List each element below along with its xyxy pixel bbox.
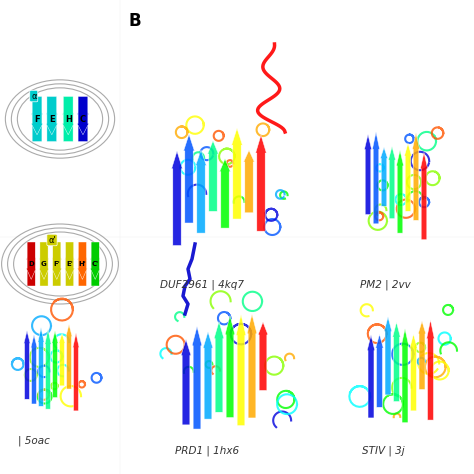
FancyArrow shape — [24, 331, 30, 399]
FancyArrow shape — [78, 242, 87, 279]
FancyArrow shape — [27, 248, 36, 286]
FancyArrow shape — [52, 331, 58, 398]
FancyArrow shape — [52, 248, 62, 286]
FancyArrow shape — [410, 334, 417, 411]
FancyArrow shape — [45, 329, 51, 409]
FancyArrow shape — [63, 103, 74, 142]
FancyArrow shape — [196, 150, 206, 233]
FancyArrow shape — [208, 141, 219, 211]
Text: D: D — [28, 261, 34, 267]
FancyArrow shape — [65, 248, 74, 286]
FancyArrow shape — [427, 320, 434, 420]
Text: C': C' — [91, 261, 99, 267]
FancyArrow shape — [219, 159, 230, 228]
FancyArrow shape — [247, 314, 257, 418]
Text: C: C — [80, 115, 86, 124]
FancyArrow shape — [365, 135, 372, 215]
FancyArrow shape — [392, 322, 401, 401]
FancyArrow shape — [258, 322, 268, 391]
FancyArrow shape — [401, 328, 409, 423]
FancyArrow shape — [46, 96, 57, 135]
FancyArrow shape — [418, 321, 426, 390]
Text: G: G — [41, 261, 47, 267]
FancyArrow shape — [52, 242, 62, 279]
Text: B: B — [128, 12, 141, 30]
FancyArrow shape — [31, 96, 43, 135]
Text: F': F' — [54, 261, 60, 267]
FancyArrow shape — [373, 132, 380, 224]
Text: E': E' — [66, 261, 73, 267]
FancyArrow shape — [384, 317, 392, 395]
FancyArrow shape — [412, 133, 419, 220]
FancyArrow shape — [91, 242, 100, 279]
Text: STIV | 3j: STIV | 3j — [362, 446, 405, 456]
FancyArrow shape — [396, 150, 403, 233]
FancyArrow shape — [31, 335, 37, 404]
FancyArrow shape — [420, 152, 428, 240]
FancyArrow shape — [78, 248, 87, 286]
FancyArrow shape — [236, 314, 246, 426]
FancyArrow shape — [73, 333, 79, 411]
FancyArrow shape — [244, 150, 255, 213]
Text: α': α' — [48, 236, 56, 245]
Text: DUF2961 | 4kq7: DUF2961 | 4kq7 — [160, 279, 244, 290]
FancyArrow shape — [91, 248, 100, 286]
FancyArrow shape — [232, 128, 242, 219]
FancyArrow shape — [66, 324, 72, 389]
Text: | 5oac: | 5oac — [18, 436, 50, 447]
FancyArrow shape — [203, 332, 213, 419]
FancyArrow shape — [27, 242, 36, 279]
FancyArrow shape — [255, 135, 266, 231]
FancyArrow shape — [181, 339, 191, 425]
FancyArrow shape — [214, 321, 224, 412]
FancyArrow shape — [172, 151, 182, 246]
Text: PM2 | 2vv: PM2 | 2vv — [360, 279, 411, 290]
FancyArrow shape — [381, 147, 388, 206]
FancyArrow shape — [367, 335, 375, 418]
FancyArrow shape — [376, 334, 383, 407]
FancyArrow shape — [31, 103, 43, 142]
FancyArrow shape — [46, 103, 57, 142]
Text: H': H' — [79, 261, 86, 267]
FancyArrow shape — [38, 328, 44, 406]
Text: α: α — [31, 91, 36, 100]
FancyArrow shape — [77, 96, 89, 135]
Text: F: F — [34, 115, 40, 124]
Text: E: E — [49, 115, 55, 124]
FancyArrow shape — [39, 248, 49, 286]
FancyArrow shape — [183, 134, 194, 223]
FancyArrow shape — [404, 143, 411, 211]
FancyArrow shape — [192, 327, 202, 429]
FancyArrow shape — [77, 103, 89, 142]
FancyArrow shape — [225, 316, 235, 418]
FancyArrow shape — [63, 96, 74, 135]
FancyArrow shape — [65, 242, 74, 279]
FancyArrow shape — [388, 146, 396, 219]
FancyArrow shape — [39, 242, 49, 279]
Text: H: H — [65, 115, 72, 124]
Text: PRD1 | 1hx6: PRD1 | 1hx6 — [175, 446, 239, 456]
FancyArrow shape — [59, 334, 65, 386]
